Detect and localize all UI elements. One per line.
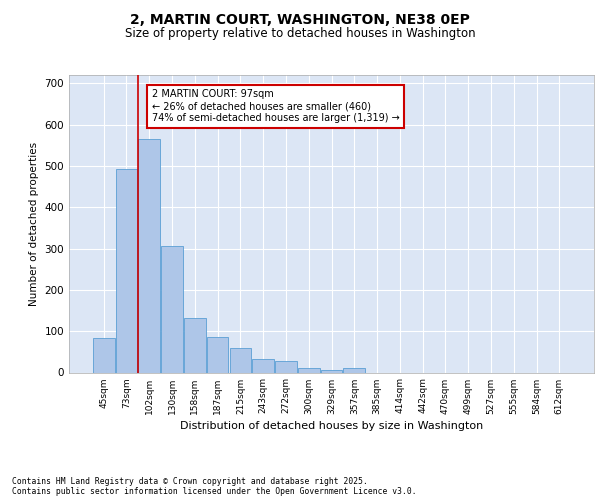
X-axis label: Distribution of detached houses by size in Washington: Distribution of detached houses by size …	[180, 420, 483, 430]
Bar	[253, 360, 274, 372]
Bar	[93, 338, 115, 372]
Bar	[343, 368, 365, 372]
Bar	[161, 246, 183, 372]
Bar	[298, 368, 320, 372]
Bar	[320, 370, 343, 372]
Text: 2, MARTIN COURT, WASHINGTON, NE38 0EP: 2, MARTIN COURT, WASHINGTON, NE38 0EP	[130, 12, 470, 26]
Bar	[207, 338, 229, 372]
Bar	[230, 348, 251, 372]
Bar	[139, 139, 160, 372]
Bar	[184, 318, 206, 372]
Text: Contains HM Land Registry data © Crown copyright and database right 2025.: Contains HM Land Registry data © Crown c…	[12, 477, 368, 486]
Text: Size of property relative to detached houses in Washington: Size of property relative to detached ho…	[125, 28, 475, 40]
Bar	[275, 362, 297, 372]
Bar	[116, 169, 137, 372]
Text: 2 MARTIN COURT: 97sqm
← 26% of detached houses are smaller (460)
74% of semi-det: 2 MARTIN COURT: 97sqm ← 26% of detached …	[152, 90, 399, 122]
Y-axis label: Number of detached properties: Number of detached properties	[29, 142, 39, 306]
Text: Contains public sector information licensed under the Open Government Licence v3: Contains public sector information licen…	[12, 487, 416, 496]
